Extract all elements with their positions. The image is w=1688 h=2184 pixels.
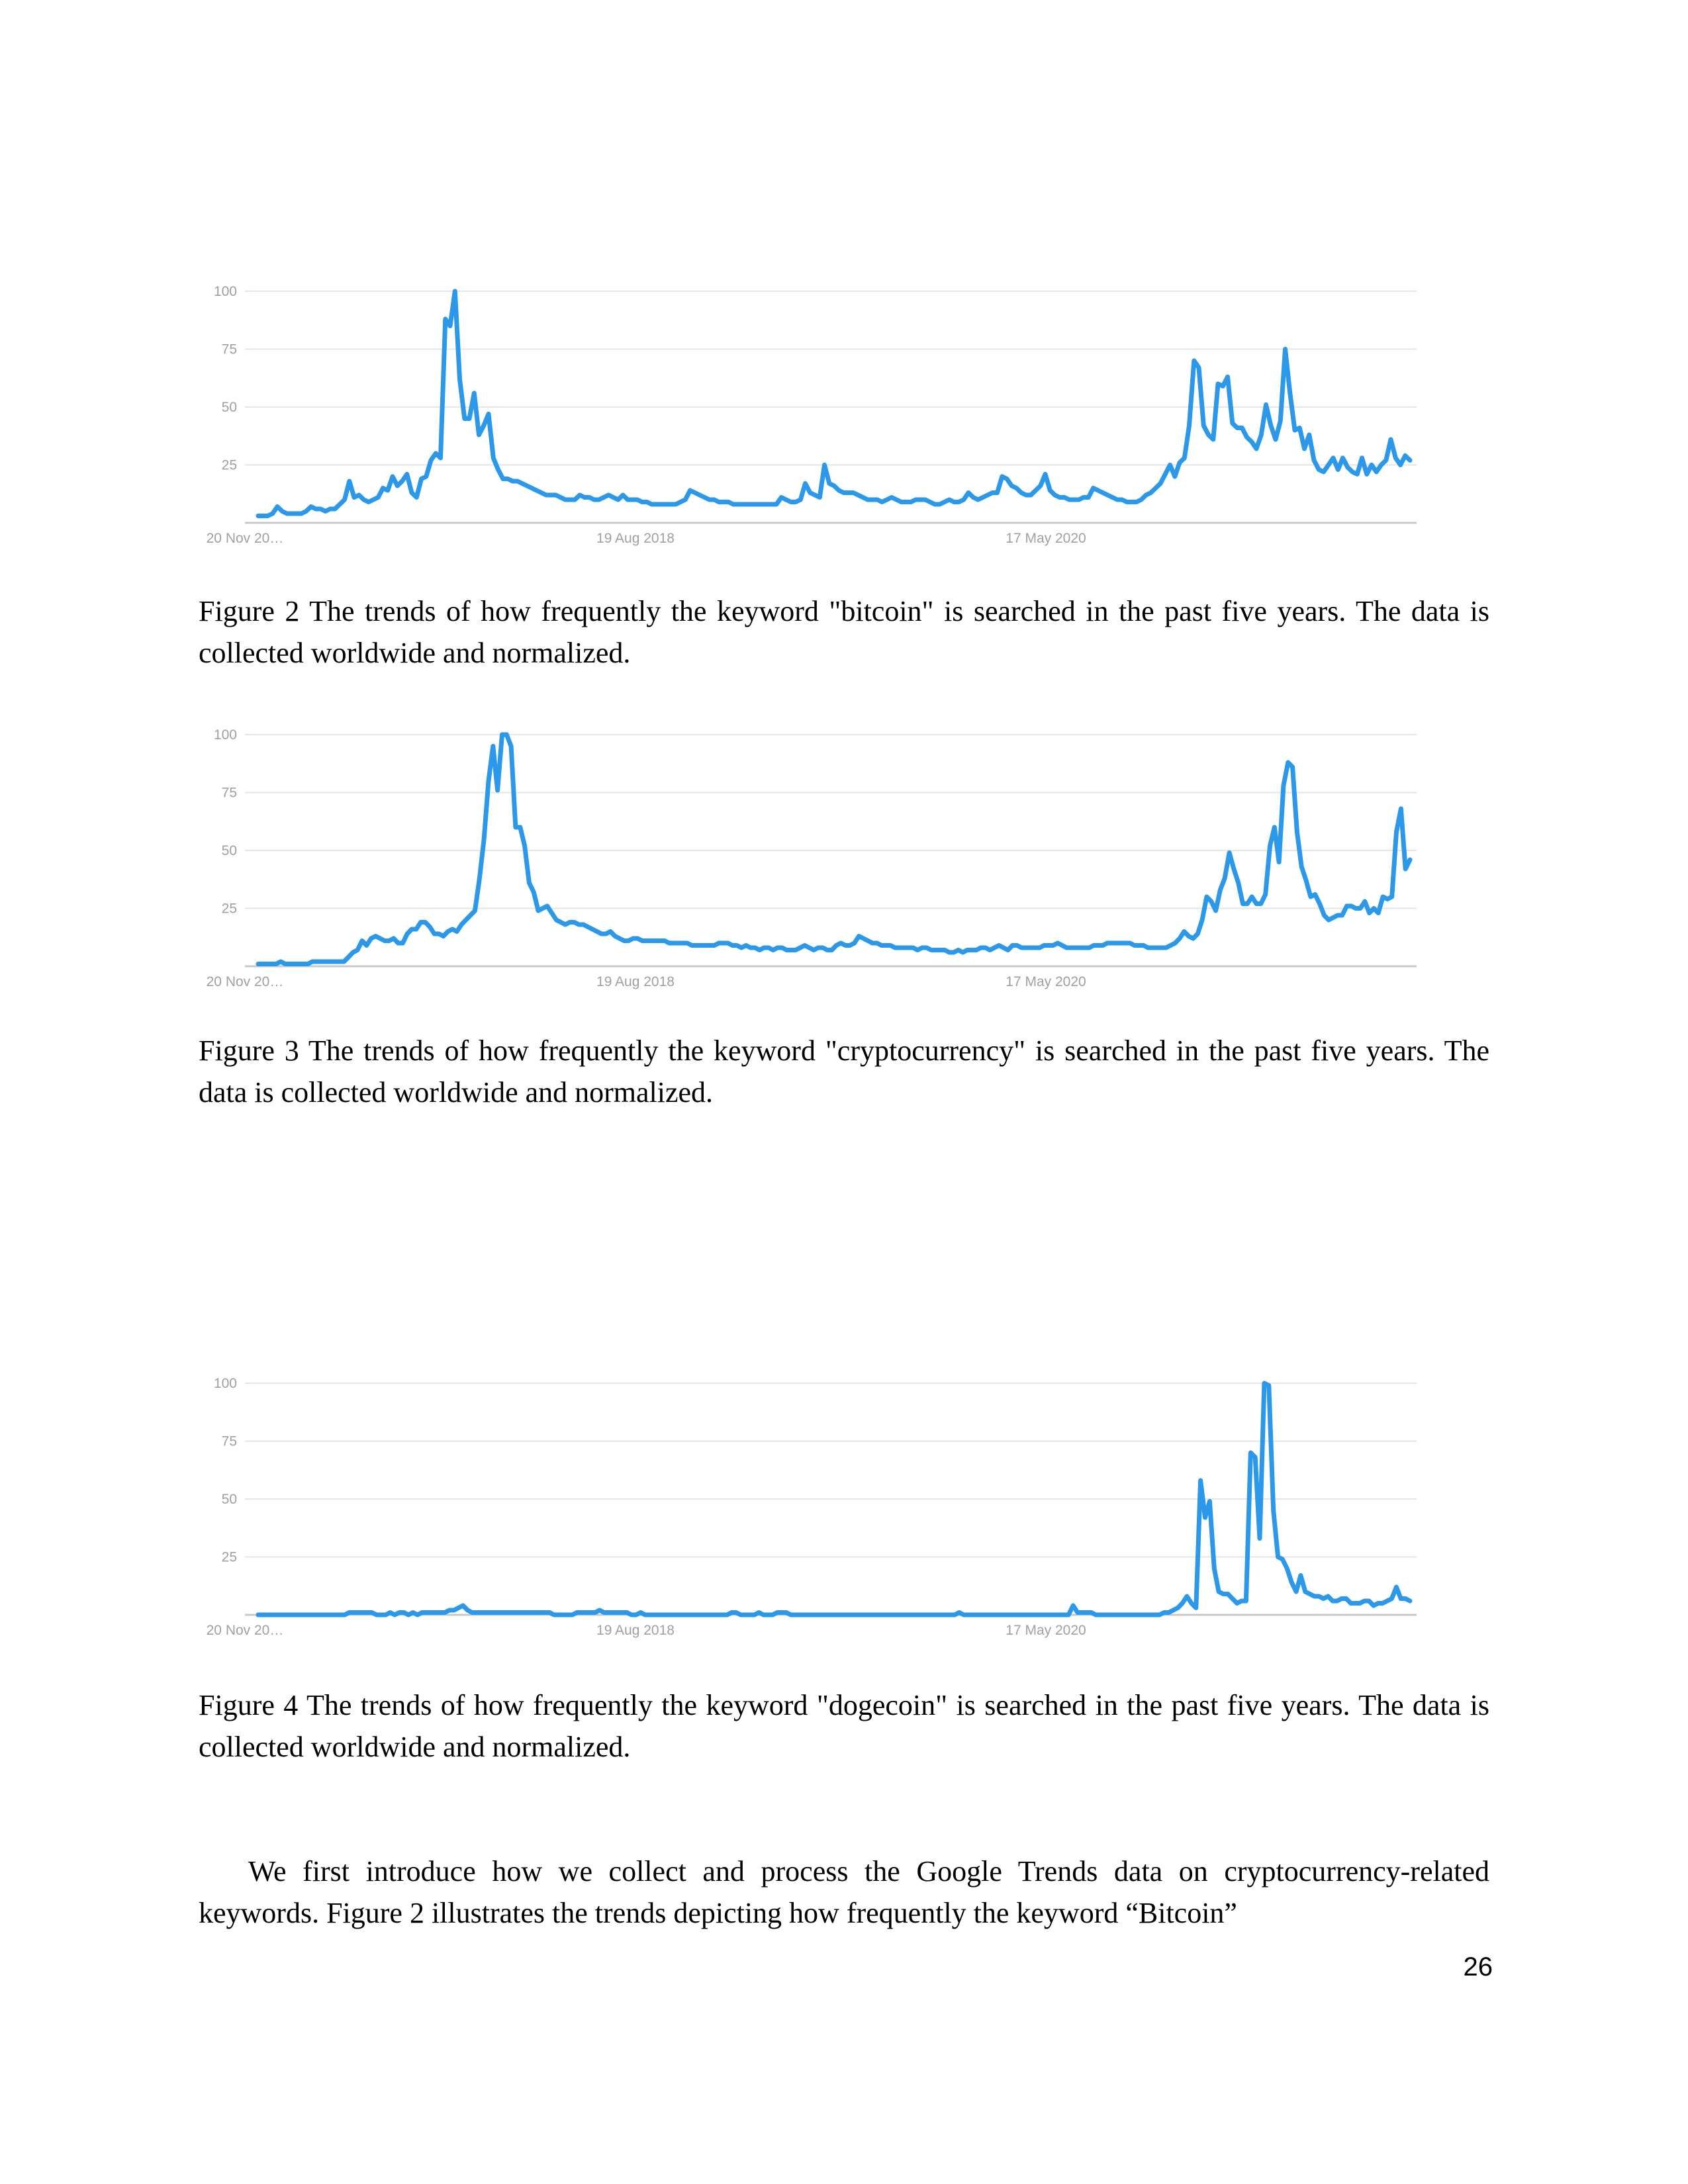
x-tick-label: 17 May 2020: [1006, 531, 1086, 546]
y-tick-label: 25: [222, 458, 237, 473]
page-number: 26: [1463, 1952, 1493, 1981]
x-tick-label: 20 Nov 20…: [207, 1623, 284, 1638]
y-tick-label: 50: [222, 843, 237, 858]
y-tick-label: 75: [222, 342, 237, 357]
y-tick-label: 75: [222, 1434, 237, 1449]
figure-3-caption: Figure 3 The trends of how frequently th…: [199, 1034, 1489, 1109]
x-tick-label: 19 Aug 2018: [596, 974, 675, 989]
y-tick-label: 100: [214, 727, 237, 743]
figure-3-chart: 25 50 75 100 20 Nov 20… 19 Aug 2018 17 May 202…: [192, 702, 1436, 993]
figure-2-caption: Figure 2 The trends of how frequently th…: [199, 595, 1489, 669]
figure-2-plot: 25 50 75 100 20 Nov 20… 19 Aug 2018 17 May 202…: [207, 284, 1417, 546]
y-tick-label: 50: [222, 400, 237, 415]
y-tick-label: 100: [214, 284, 237, 299]
x-tick-label: 17 May 2020: [1006, 1623, 1086, 1638]
figure-2-chart: 25 50 75 100 20 Nov 20… 19 Aug 2018 17 May 202…: [192, 258, 1436, 549]
figure-4-plot: 25 50 75 100 20 Nov 20… 19 Aug 2018 17 May 202…: [207, 1376, 1417, 1638]
x-tick-label: 19 Aug 2018: [596, 531, 675, 546]
y-tick-label: 75: [222, 786, 237, 801]
series-line: [256, 289, 1413, 518]
figure-3-plot: 25 50 75 100 20 Nov 20… 19 Aug 2018 17 May 202…: [207, 727, 1417, 989]
x-tick-label: 20 Nov 20…: [207, 974, 284, 989]
x-tick-label: 17 May 2020: [1006, 974, 1086, 989]
figure-4-chart: 25 50 75 100 20 Nov 20… 19 Aug 2018 17 May 202…: [192, 1350, 1436, 1641]
body-paragraph: We first introduce how we collect and pr…: [199, 1855, 1489, 1929]
series-line: [256, 732, 1413, 966]
y-tick-label: 25: [222, 901, 237, 917]
x-tick-label: 20 Nov 20…: [207, 531, 284, 546]
series-line: [256, 1381, 1413, 1617]
y-tick-label: 25: [222, 1550, 237, 1565]
y-tick-label: 100: [214, 1376, 237, 1391]
x-tick-label: 19 Aug 2018: [596, 1623, 675, 1638]
figure-4-caption: Figure 4 The trends of how frequently th…: [199, 1689, 1489, 1763]
y-tick-label: 50: [222, 1492, 237, 1507]
